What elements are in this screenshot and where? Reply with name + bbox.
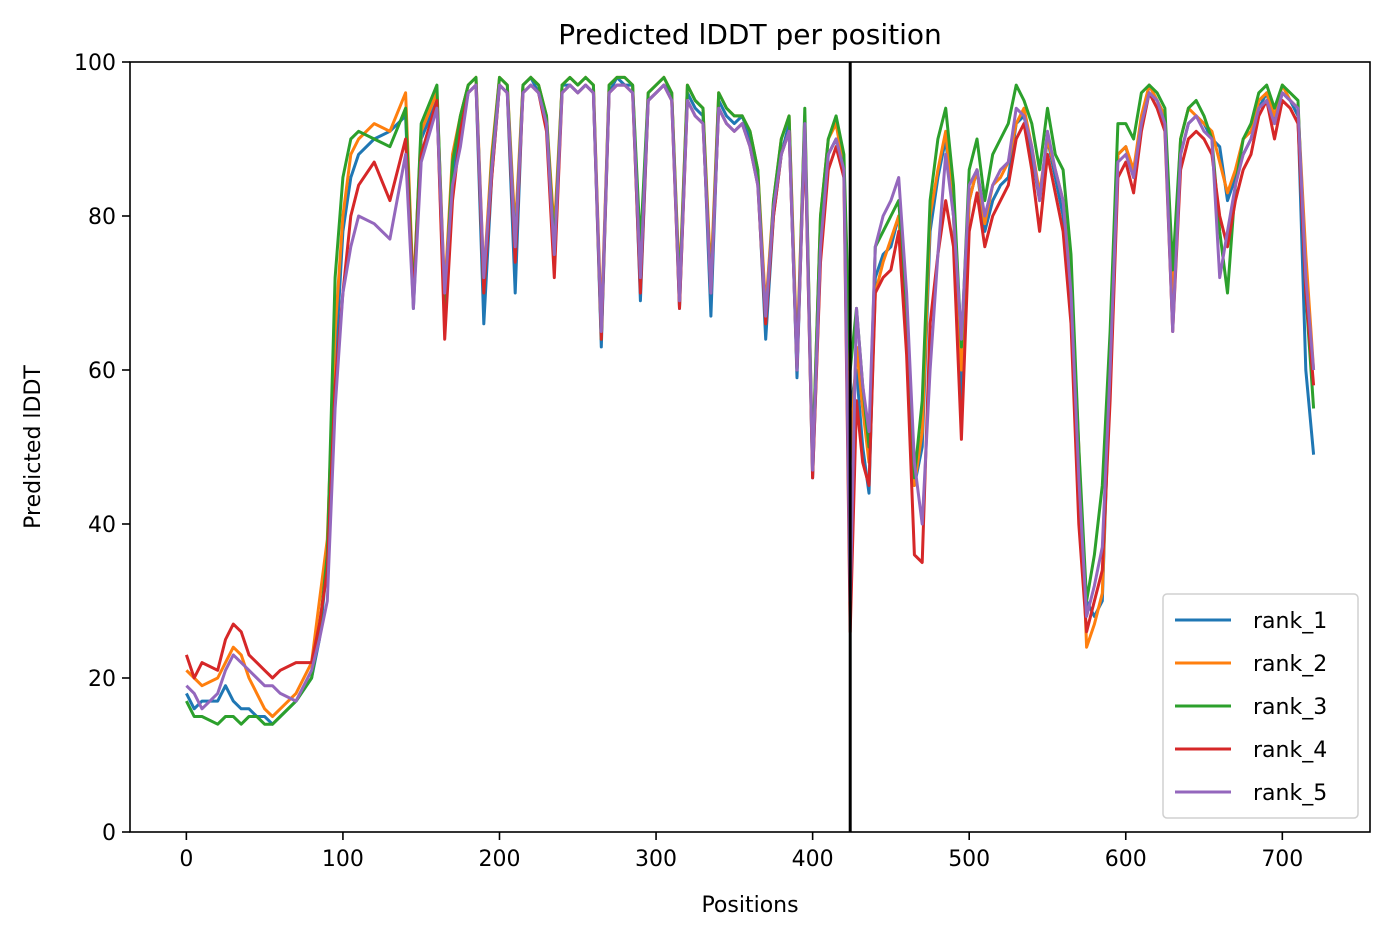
x-tick-label: 300	[635, 847, 677, 872]
x-tick-label: 600	[1105, 847, 1147, 872]
legend-label-rank_5: rank_5	[1253, 781, 1327, 806]
legend: rank_1 rank_2 rank_3 rank_4 rank_5	[1162, 593, 1359, 819]
chart-title: Predicted lDDT per position	[558, 18, 942, 51]
y-tick-label: 40	[88, 513, 116, 538]
plot-area	[129, 61, 1371, 833]
legend-label-rank_4: rank_4	[1253, 738, 1327, 763]
y-tick-label: 80	[88, 205, 116, 230]
y-axis: 0 20 40 60 80 100	[74, 51, 130, 846]
y-tick-label: 0	[102, 821, 116, 846]
y-tick-label: 20	[88, 667, 116, 692]
y-tick-label: 100	[74, 51, 116, 76]
x-axis: 0 100 200 300 400 500 600 700	[179, 832, 1303, 872]
x-axis-title: Positions	[701, 893, 798, 918]
legend-label-rank_2: rank_2	[1253, 652, 1327, 677]
y-tick-label: 60	[88, 359, 116, 384]
series-layer	[184, 75, 1316, 726]
legend-box	[1162, 593, 1359, 819]
x-tick-label: 700	[1261, 847, 1303, 872]
series-line-rank_5	[185, 83, 1316, 711]
x-tick-label: 500	[948, 847, 990, 872]
x-tick-label: 400	[792, 847, 834, 872]
legend-label-rank_3: rank_3	[1253, 695, 1327, 720]
y-axis-title: Predicted lDDT	[21, 365, 46, 529]
x-tick-label: 0	[179, 847, 193, 872]
legend-label-rank_1: rank_1	[1253, 609, 1327, 634]
plot-frame	[129, 61, 1371, 833]
x-tick-label: 200	[478, 847, 520, 872]
x-tick-label: 100	[322, 847, 364, 872]
